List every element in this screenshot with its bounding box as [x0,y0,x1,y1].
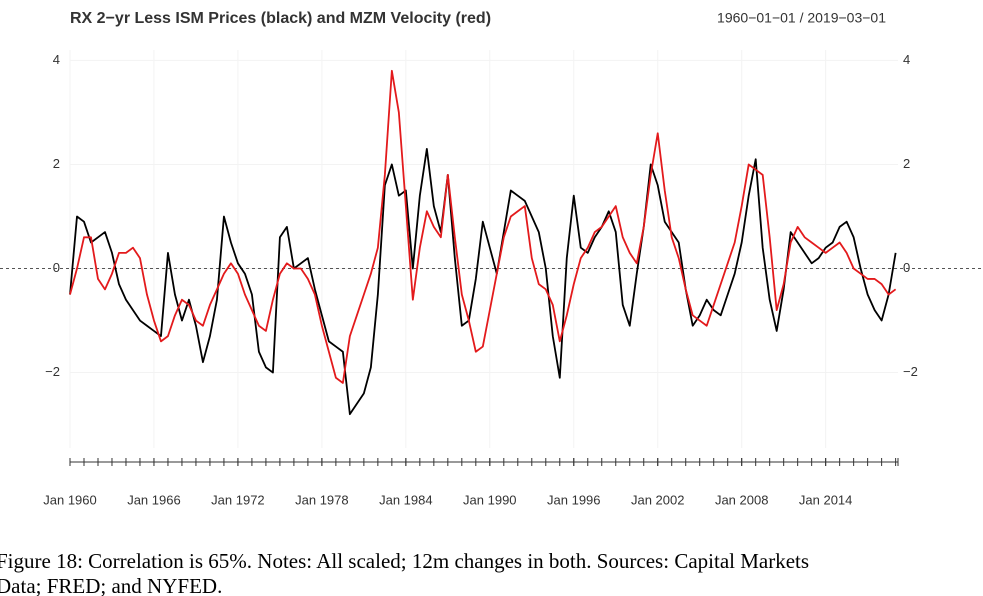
caption-line: Figure 18: Correlation is 65%. Notes: Al… [0,549,809,573]
y-tick-label-right: 2 [903,156,910,171]
x-tick-label: Jan 2002 [631,492,685,507]
y-tick-label-right: 4 [903,52,910,67]
x-tick-label: Jan 1966 [127,492,181,507]
x-tick-label: Jan 1972 [211,492,265,507]
y-tick-label: 4 [53,52,60,67]
x-tick-label: Jan 1984 [379,492,433,507]
x-tick-label: Jan 1990 [463,492,517,507]
caption-line: Data; FRED; and NYFED. [0,574,222,596]
x-tick-label: Jan 1960 [43,492,97,507]
x-tick-label: Jan 1996 [547,492,601,507]
x-tick-label: Jan 1978 [295,492,349,507]
y-tick-label: 0 [53,260,60,275]
x-tick-label: Jan 2014 [799,492,853,507]
date-range: 1960−01−01 / 2019−03−01 [717,10,886,26]
series-line [69,147,897,416]
series-line [69,69,897,384]
y-tick-label: −2 [45,364,60,379]
y-tick-label-right: 0 [903,260,910,275]
x-tick-label: Jan 2008 [715,492,769,507]
y-tick-label-right: −2 [903,364,918,379]
y-tick-label: 2 [53,156,60,171]
chart-title: RX 2−yr Less ISM Prices (black) and MZM … [70,10,491,27]
